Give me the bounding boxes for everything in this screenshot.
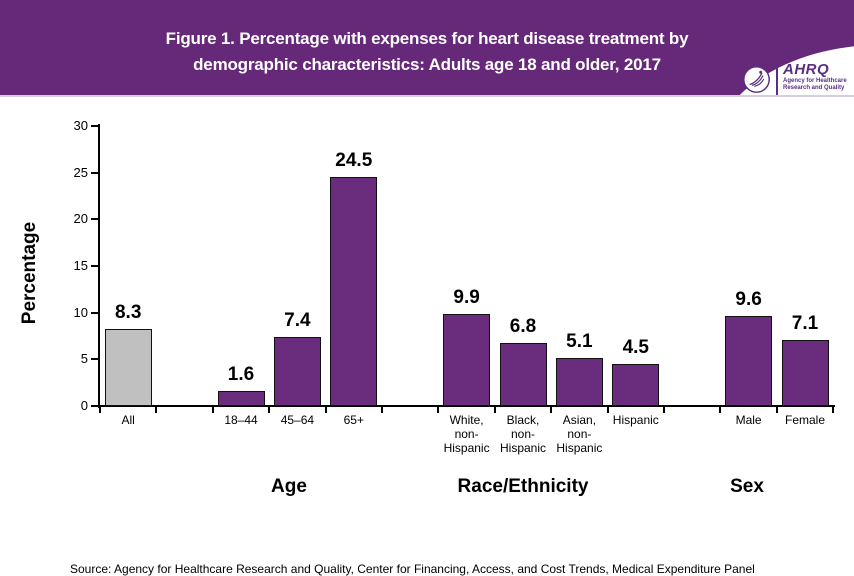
x-axis-line bbox=[98, 405, 835, 407]
category-label-line: Female bbox=[784, 413, 825, 427]
bar-18-44 bbox=[217, 391, 265, 406]
value-label-female: 7.1 bbox=[791, 312, 819, 334]
category-label-black-non-hispanic: Black, non- Hispanic bbox=[491, 413, 555, 455]
y-tick-label: 25 bbox=[73, 164, 88, 180]
x-tick bbox=[211, 406, 214, 413]
y-tick-label: 15 bbox=[73, 258, 88, 273]
x-tick bbox=[719, 406, 722, 413]
x-tick bbox=[99, 406, 101, 413]
category-label-all: All bbox=[96, 413, 160, 427]
value-label-18-44: 1.6 bbox=[227, 364, 255, 386]
y-tick-label: 10 bbox=[73, 304, 88, 320]
category-label-line: non- bbox=[454, 427, 479, 441]
category-label-male: Male bbox=[717, 413, 781, 427]
value-label-45-64: 7.4 bbox=[284, 309, 311, 331]
y-tick-label: 0 bbox=[80, 398, 88, 413]
x-tick bbox=[663, 406, 665, 413]
bar-45-64 bbox=[273, 336, 321, 406]
x-tick bbox=[550, 406, 553, 413]
bar-65 bbox=[330, 177, 378, 406]
group-label-sex: Sex bbox=[730, 476, 764, 497]
category-label-white-non-hispanic: White, non- Hispanic bbox=[435, 413, 499, 455]
y-tick bbox=[91, 218, 99, 221]
category-label-line: Hispanic bbox=[443, 441, 490, 455]
category-label-line: non- bbox=[567, 427, 592, 441]
header-banner: Figure 1. Percentage with expenses for h… bbox=[0, 0, 854, 97]
category-label-line: non- bbox=[510, 427, 536, 441]
value-label-asian-non-hispanic: 5.1 bbox=[566, 331, 593, 353]
x-tick bbox=[268, 406, 271, 413]
group-label-age: Age bbox=[271, 476, 307, 497]
value-label-white-non-hispanic: 9.9 bbox=[453, 286, 480, 308]
category-label-line: 45–64 bbox=[280, 413, 315, 427]
value-label-black-non-hispanic: 6.8 bbox=[509, 315, 537, 337]
x-tick bbox=[832, 406, 835, 413]
figure-title: Figure 1. Percentage with expenses for h… bbox=[0, 26, 854, 78]
category-label-line: Black, bbox=[506, 413, 540, 427]
y-tick bbox=[91, 265, 99, 267]
x-tick bbox=[381, 406, 383, 413]
figure-title-line2: demographic characteristics: Adults age … bbox=[193, 55, 661, 74]
value-label-65: 24.5 bbox=[335, 150, 373, 172]
logo-divider bbox=[776, 63, 778, 95]
category-label-line: Hispanic bbox=[556, 441, 603, 455]
category-label-female: Female bbox=[773, 413, 837, 427]
bar-female bbox=[781, 339, 829, 406]
bar-black-non-hispanic bbox=[499, 342, 547, 406]
y-tick-label: 20 bbox=[73, 211, 88, 227]
x-tick bbox=[493, 406, 496, 413]
category-label-line: Hispanic bbox=[612, 413, 659, 427]
x-tick bbox=[606, 406, 609, 413]
x-tick bbox=[775, 406, 778, 413]
bar-hispanic bbox=[612, 364, 660, 406]
value-label-all: 8.3 bbox=[114, 301, 142, 323]
y-tick-label: 30 bbox=[73, 118, 88, 133]
source-note-line1: Source: Agency for Healthcare Research a… bbox=[70, 562, 755, 576]
y-axis-title: Percentage bbox=[19, 221, 40, 325]
logo-text: AHRQ Agency for Healthcare Research and … bbox=[783, 61, 847, 92]
category-label-65: 65+ bbox=[322, 413, 386, 427]
value-label-male: 9.6 bbox=[735, 289, 762, 311]
category-label-asian-non-hispanic: Asian, non- Hispanic bbox=[547, 413, 611, 455]
x-tick bbox=[437, 406, 440, 413]
hhs-eagle-icon bbox=[743, 66, 770, 93]
category-label-line: 65+ bbox=[343, 413, 364, 427]
category-label-line: 18–44 bbox=[224, 413, 258, 427]
y-tick bbox=[91, 358, 99, 361]
logo-acronym: AHRQ bbox=[783, 61, 830, 78]
source-note: Source: Agency for Healthcare Research a… bbox=[70, 529, 755, 576]
category-label-line: All bbox=[121, 413, 135, 427]
y-tick bbox=[91, 125, 99, 127]
x-tick bbox=[155, 406, 158, 413]
category-label-line: Asian, bbox=[562, 413, 597, 427]
category-label-hispanic: Hispanic bbox=[604, 413, 668, 427]
figure-title-line1: Figure 1. Percentage with expenses for h… bbox=[165, 29, 689, 48]
bar-asian-non-hispanic bbox=[555, 358, 603, 406]
logo-tagline-line2: Research and Quality bbox=[783, 85, 845, 91]
category-label-18-44: 18–44 bbox=[209, 413, 273, 427]
category-label-45-64: 45–64 bbox=[265, 413, 329, 427]
category-label-line: White, bbox=[449, 413, 484, 427]
bar-male bbox=[725, 316, 773, 406]
bar-all bbox=[104, 328, 152, 406]
y-tick bbox=[91, 405, 99, 407]
y-tick bbox=[91, 311, 99, 314]
y-axis-line bbox=[98, 124, 100, 408]
category-label-line: Hispanic bbox=[499, 441, 547, 455]
y-tick bbox=[91, 171, 99, 174]
y-tick-label: 5 bbox=[80, 351, 88, 367]
bar-white-non-hispanic bbox=[443, 313, 491, 406]
x-tick bbox=[324, 406, 327, 413]
group-label-race-ethnicity: Race/Ethnicity bbox=[457, 476, 589, 497]
category-label-line: Male bbox=[735, 413, 762, 427]
value-label-hispanic: 4.5 bbox=[622, 337, 649, 358]
logo-tagline-line1: Agency for Healthcare bbox=[783, 78, 847, 84]
